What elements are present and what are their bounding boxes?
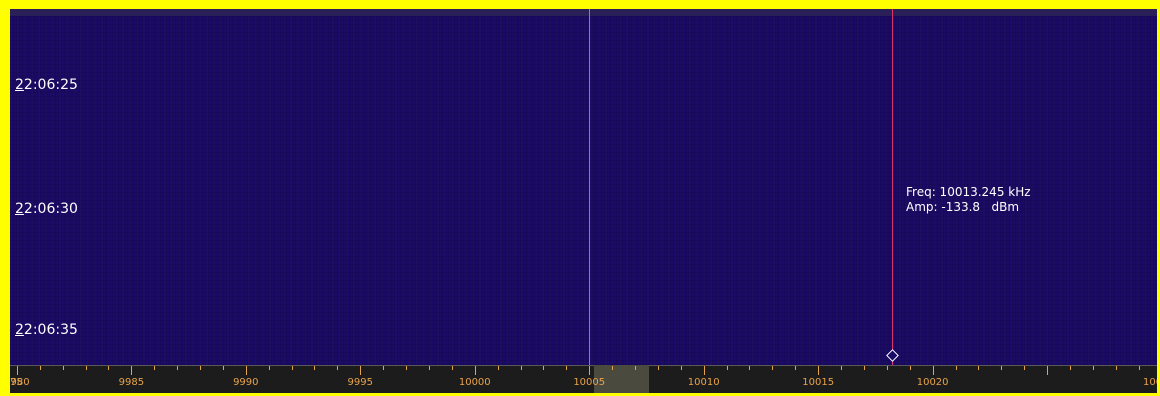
major-tick: [360, 366, 361, 375]
minor-tick: [772, 366, 773, 370]
minor-tick: [292, 366, 293, 370]
minor-tick: [681, 366, 682, 370]
minor-tick: [383, 366, 384, 370]
major-tick: [818, 366, 819, 375]
major-tick: [475, 366, 476, 375]
minor-tick: [40, 366, 41, 370]
cursor-frequency-line[interactable]: [892, 9, 893, 365]
tick-label: 10020: [916, 377, 949, 388]
axis-line: [10, 365, 1157, 366]
minor-tick: [795, 366, 796, 370]
waterfall-display[interactable]: 22:06:25 22:06:30 22:06:35 Freq: 10013.2…: [10, 9, 1157, 365]
minor-tick: [1024, 366, 1025, 370]
minor-tick: [910, 366, 911, 370]
time-label: 22:06:35: [15, 322, 78, 338]
minor-tick: [429, 366, 430, 370]
minor-tick: [337, 366, 338, 370]
minor-tick: [498, 366, 499, 370]
minor-tick: [864, 366, 865, 370]
minor-tick: [749, 366, 750, 370]
minor-tick: [521, 366, 522, 370]
minor-tick: [108, 366, 109, 370]
major-tick: [589, 366, 590, 375]
minor-tick: [658, 366, 659, 370]
tick-label: 10010: [687, 377, 720, 388]
minor-tick: [406, 366, 407, 370]
minor-tick: [887, 366, 888, 370]
minor-tick: [269, 366, 270, 370]
cursor-amp-readout: Amp: -133.8 dBm: [906, 200, 1020, 214]
tick-label: 10000: [458, 377, 491, 388]
cursor-readout: Freq: 10013.245 kHz Amp: -133.8 dBm: [906, 185, 1031, 215]
waterfall-top-strip: [10, 9, 1157, 16]
minor-tick: [1116, 366, 1117, 370]
cursor-diamond-icon[interactable]: [886, 349, 899, 362]
minor-tick: [223, 366, 224, 370]
time-label: 22:06:30: [15, 201, 78, 217]
minor-tick: [727, 366, 728, 370]
minor-tick: [612, 366, 613, 370]
minor-tick: [635, 366, 636, 370]
tick-label: 9995: [347, 377, 374, 388]
major-tick: [1047, 366, 1048, 375]
minor-tick: [154, 366, 155, 370]
minor-tick: [566, 366, 567, 370]
minor-tick: [200, 366, 201, 370]
minor-tick: [63, 366, 64, 370]
minor-tick: [543, 366, 544, 370]
minor-tick: [452, 366, 453, 370]
minor-tick: [86, 366, 87, 370]
minor-tick: [956, 366, 957, 370]
major-tick: [246, 366, 247, 375]
major-tick: [933, 366, 934, 375]
minor-tick: [314, 366, 315, 370]
minor-tick: [1001, 366, 1002, 370]
major-tick: [704, 366, 705, 375]
minor-tick: [841, 366, 842, 370]
minor-tick: [1070, 366, 1071, 370]
minor-tick: [1139, 366, 1140, 370]
tick-label: 9980: [10, 377, 30, 388]
minor-tick: [177, 366, 178, 370]
frequency-axis[interactable]: 759980 9985 9990 9995 10000 10005 10010 10015 10…: [10, 365, 1157, 393]
tick-label: 9985: [118, 377, 145, 388]
major-tick: [131, 366, 132, 375]
minor-tick: [978, 366, 979, 370]
tick-label: 9990: [233, 377, 259, 388]
minor-tick: [1093, 366, 1094, 370]
time-label: 22:06:25: [15, 77, 78, 93]
tick-label: 100: [1143, 377, 1157, 388]
tick-label: 10005: [573, 377, 606, 388]
major-tick: [17, 366, 18, 375]
tick-label: 75: [10, 377, 23, 388]
cursor-freq-readout: Freq: 10013.245 kHz: [906, 185, 1031, 199]
vfo-frequency-line[interactable]: [589, 9, 590, 365]
tick-label: 10015: [802, 377, 835, 388]
passband-highlight[interactable]: [593, 365, 649, 393]
